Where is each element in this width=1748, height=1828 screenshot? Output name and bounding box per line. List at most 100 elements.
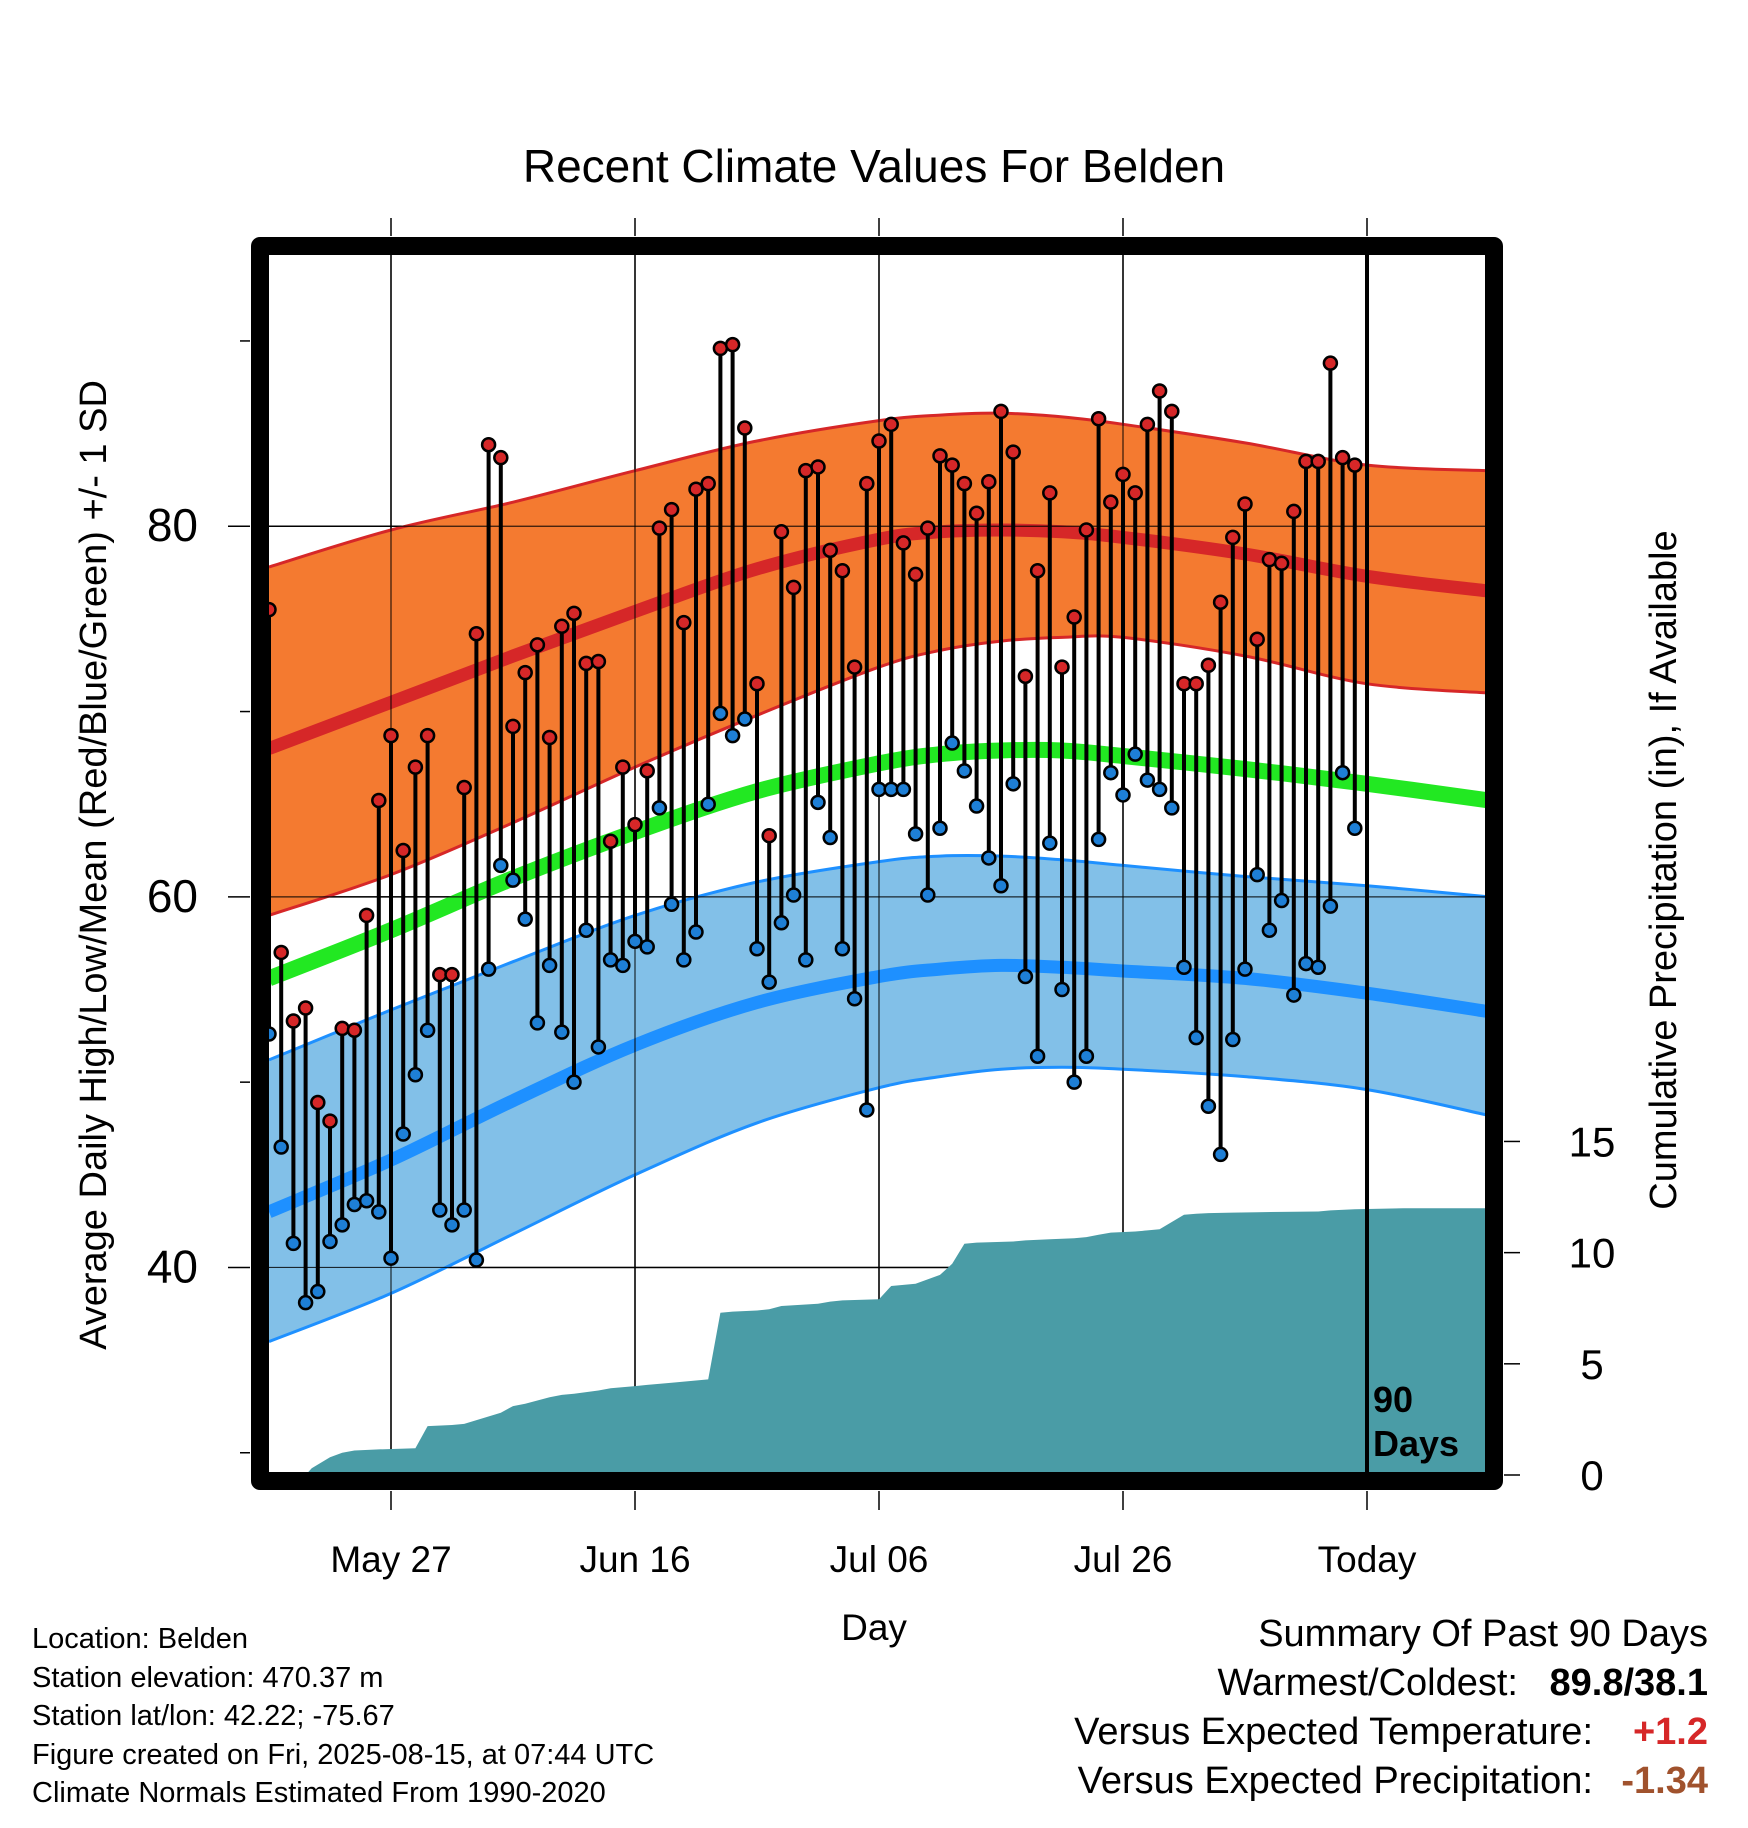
low-temp-dot [1139, 772, 1156, 788]
high-lower-edge [268, 634, 1488, 917]
precip-anomaly-label: Versus Expected Precipitation: [1077, 1760, 1593, 1802]
plot-frame [251, 237, 1503, 1490]
high-temp-dot [358, 907, 375, 924]
low-temp-dot [639, 939, 655, 955]
low-temp-dot [1334, 764, 1351, 781]
high-temp-dot [871, 433, 887, 449]
x-tick-label: Today [1318, 1539, 1417, 1580]
low-temp-dot [846, 991, 863, 1007]
low-temp-dot [334, 1217, 350, 1233]
low-temp-dot [907, 826, 924, 842]
temp-anomaly-label: Versus Expected Temperature: [1074, 1711, 1593, 1753]
low-temp-dot [895, 781, 912, 798]
low-temp-dot [1212, 1146, 1229, 1163]
low-temp-dot [1176, 959, 1192, 976]
high-temp-dot [1200, 657, 1217, 673]
warmest-coldest-label: Warmest/Coldest: [1217, 1662, 1518, 1704]
low-temp-dot [859, 1102, 875, 1118]
elevation-text: Station elevation: 470.37 m [32, 1661, 384, 1694]
low-temp-dot [944, 735, 960, 751]
low-temp-dot [749, 940, 765, 957]
high-temp-dot [1078, 522, 1095, 538]
high-temp-dot [688, 481, 704, 497]
low-temp-dot [1127, 746, 1143, 762]
low-temp-dot [1188, 1029, 1204, 1046]
location-text: Location: Belden [32, 1623, 249, 1655]
high-temp-dot [419, 727, 436, 744]
high-temp-dot [1115, 466, 1131, 483]
high-temp-dot [1151, 383, 1168, 399]
low-temp-dot [920, 887, 936, 903]
high-temp-dot [639, 763, 655, 779]
high-temp-dot [846, 659, 863, 675]
high-temp-dot [822, 542, 838, 559]
high-temp-dot [663, 501, 680, 518]
low-temp-dot [1103, 764, 1119, 781]
high-temp-dot [1054, 659, 1070, 675]
high-temp-dot [273, 944, 289, 961]
low-temp-dot [834, 940, 851, 957]
low-temp-dot [1151, 781, 1168, 798]
y-axis-label: Average Daily High/Low/Mean (Red/Blue/Gr… [73, 380, 115, 1350]
low-temp-dot [529, 1015, 546, 1031]
high-temp-dot [322, 1113, 338, 1129]
high-temp-dot [383, 727, 399, 744]
x-tick-label: May 27 [330, 1539, 451, 1580]
high-temp-dot [1139, 416, 1156, 433]
warmest-coldest-row: Warmest/Coldest: 89.8/38.1 [1074, 1659, 1708, 1708]
high-normal-line [266, 523, 1488, 755]
low-temp-dot [1017, 968, 1034, 985]
low-temp-dot [322, 1233, 338, 1250]
low-temp-dot [1005, 776, 1021, 792]
high-temp-dot [1212, 594, 1229, 610]
low-temp-dot [712, 705, 729, 722]
y2-axis-label: Cumulative Precipitation (in), If Availa… [1643, 530, 1685, 1209]
window-label-number: 90 [1373, 1379, 1413, 1420]
low-temp-dot [310, 1283, 326, 1300]
chart-title: Recent Climate Values For Belden [523, 140, 1225, 192]
high-temp-dot [1029, 562, 1046, 579]
high-temp-dot [895, 535, 912, 551]
low-temp-dot [968, 798, 985, 814]
low-temp-dot [395, 1126, 411, 1142]
normals-text: Climate Normals Estimated From 1990-2020 [32, 1777, 606, 1809]
high-temp-dot [773, 524, 790, 540]
high-temp-dot [1066, 609, 1082, 625]
low-temp-dot [1273, 892, 1290, 909]
high-temp-dot [578, 655, 594, 672]
y2-tick-label: 5 [1580, 1341, 1603, 1388]
high-temp-dot [1225, 529, 1241, 546]
y-tick-label: 60 [147, 870, 198, 922]
high-temp-dot [602, 833, 619, 850]
high-temp-dot [346, 1022, 363, 1039]
low-temp-dot [444, 1217, 460, 1233]
high-temp-dot [493, 449, 509, 466]
high-temp-dot [627, 816, 643, 833]
x-tick-label: Jul 06 [830, 1539, 929, 1580]
y-tick-label: 40 [147, 1240, 198, 1292]
high-temp-dot [1322, 355, 1339, 371]
station-info: Location: Belden Station elevation: 470.… [32, 1620, 654, 1813]
low-temp-dot [541, 957, 558, 974]
low-temp-dot [627, 933, 643, 950]
low-temp-dot [1286, 987, 1302, 1003]
low-temp-dot [517, 911, 533, 927]
low-temp-dot [602, 952, 619, 968]
low-temp-dot [1347, 820, 1363, 837]
high-temp-dot [944, 457, 960, 473]
precip-anomaly-value: -1.34 [1621, 1760, 1708, 1802]
high-temp-dot [968, 505, 985, 522]
high-temp-dot [1188, 676, 1204, 692]
low-temp-dot [407, 1066, 424, 1083]
low-temp-dot [615, 957, 631, 974]
low-temp-dot [273, 1139, 289, 1155]
high-temp-dot [700, 475, 716, 492]
high-temp-dot [932, 448, 948, 464]
low-temp-dot [1042, 835, 1058, 851]
high-temp-dot [761, 827, 777, 844]
high-upper-edge [268, 411, 1488, 569]
low-temp-dot [798, 952, 814, 968]
high-temp-dot [529, 637, 546, 653]
high-temp-dot [785, 579, 802, 596]
